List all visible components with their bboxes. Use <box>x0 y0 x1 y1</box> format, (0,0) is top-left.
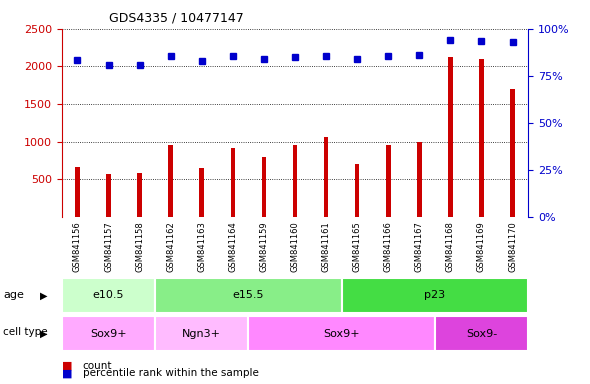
Text: ▶: ▶ <box>40 329 48 339</box>
Bar <box>448 57 453 217</box>
Bar <box>199 169 204 217</box>
Bar <box>62 316 155 351</box>
Text: GSM841160: GSM841160 <box>290 221 300 272</box>
Bar <box>417 142 422 217</box>
Text: GDS4335 / 10477147: GDS4335 / 10477147 <box>109 12 244 25</box>
Bar <box>75 167 80 217</box>
Bar <box>386 146 391 217</box>
Text: GSM841163: GSM841163 <box>197 221 206 272</box>
Text: GSM841170: GSM841170 <box>508 221 517 272</box>
Text: GSM841166: GSM841166 <box>384 221 393 272</box>
Bar <box>355 164 359 217</box>
Bar <box>155 316 248 351</box>
Text: GSM841164: GSM841164 <box>228 221 237 272</box>
Text: GSM841158: GSM841158 <box>135 221 144 272</box>
Bar <box>168 145 173 217</box>
Bar <box>137 173 142 217</box>
Bar <box>106 174 111 217</box>
Text: GSM841165: GSM841165 <box>353 221 362 272</box>
Text: GSM841168: GSM841168 <box>446 221 455 272</box>
Text: GSM841159: GSM841159 <box>260 222 268 272</box>
Text: e10.5: e10.5 <box>93 290 124 300</box>
Text: ■: ■ <box>62 361 73 371</box>
Bar <box>155 278 342 313</box>
Text: GSM841161: GSM841161 <box>322 221 330 272</box>
Bar <box>62 278 155 313</box>
Text: GSM841156: GSM841156 <box>73 221 82 272</box>
Bar <box>248 316 435 351</box>
Bar <box>324 137 329 217</box>
Text: ■: ■ <box>62 368 73 378</box>
Text: p23: p23 <box>424 290 445 300</box>
Text: cell type: cell type <box>3 327 48 337</box>
Text: GSM841162: GSM841162 <box>166 221 175 272</box>
Text: GSM841167: GSM841167 <box>415 221 424 272</box>
Text: age: age <box>3 290 24 300</box>
Bar <box>231 149 235 217</box>
Text: e15.5: e15.5 <box>232 290 264 300</box>
Text: ▶: ▶ <box>40 290 48 300</box>
Text: Sox9+: Sox9+ <box>323 329 360 339</box>
Text: GSM841157: GSM841157 <box>104 221 113 272</box>
Text: Ngn3+: Ngn3+ <box>182 329 221 339</box>
Text: GSM841169: GSM841169 <box>477 221 486 272</box>
Text: count: count <box>83 361 112 371</box>
Text: Sox9-: Sox9- <box>466 329 497 339</box>
Bar <box>293 146 297 217</box>
Text: percentile rank within the sample: percentile rank within the sample <box>83 368 258 378</box>
Text: Sox9+: Sox9+ <box>90 329 127 339</box>
Bar <box>510 89 515 217</box>
Bar <box>479 59 484 217</box>
Bar <box>261 157 266 217</box>
Bar <box>435 316 528 351</box>
Bar <box>342 278 528 313</box>
